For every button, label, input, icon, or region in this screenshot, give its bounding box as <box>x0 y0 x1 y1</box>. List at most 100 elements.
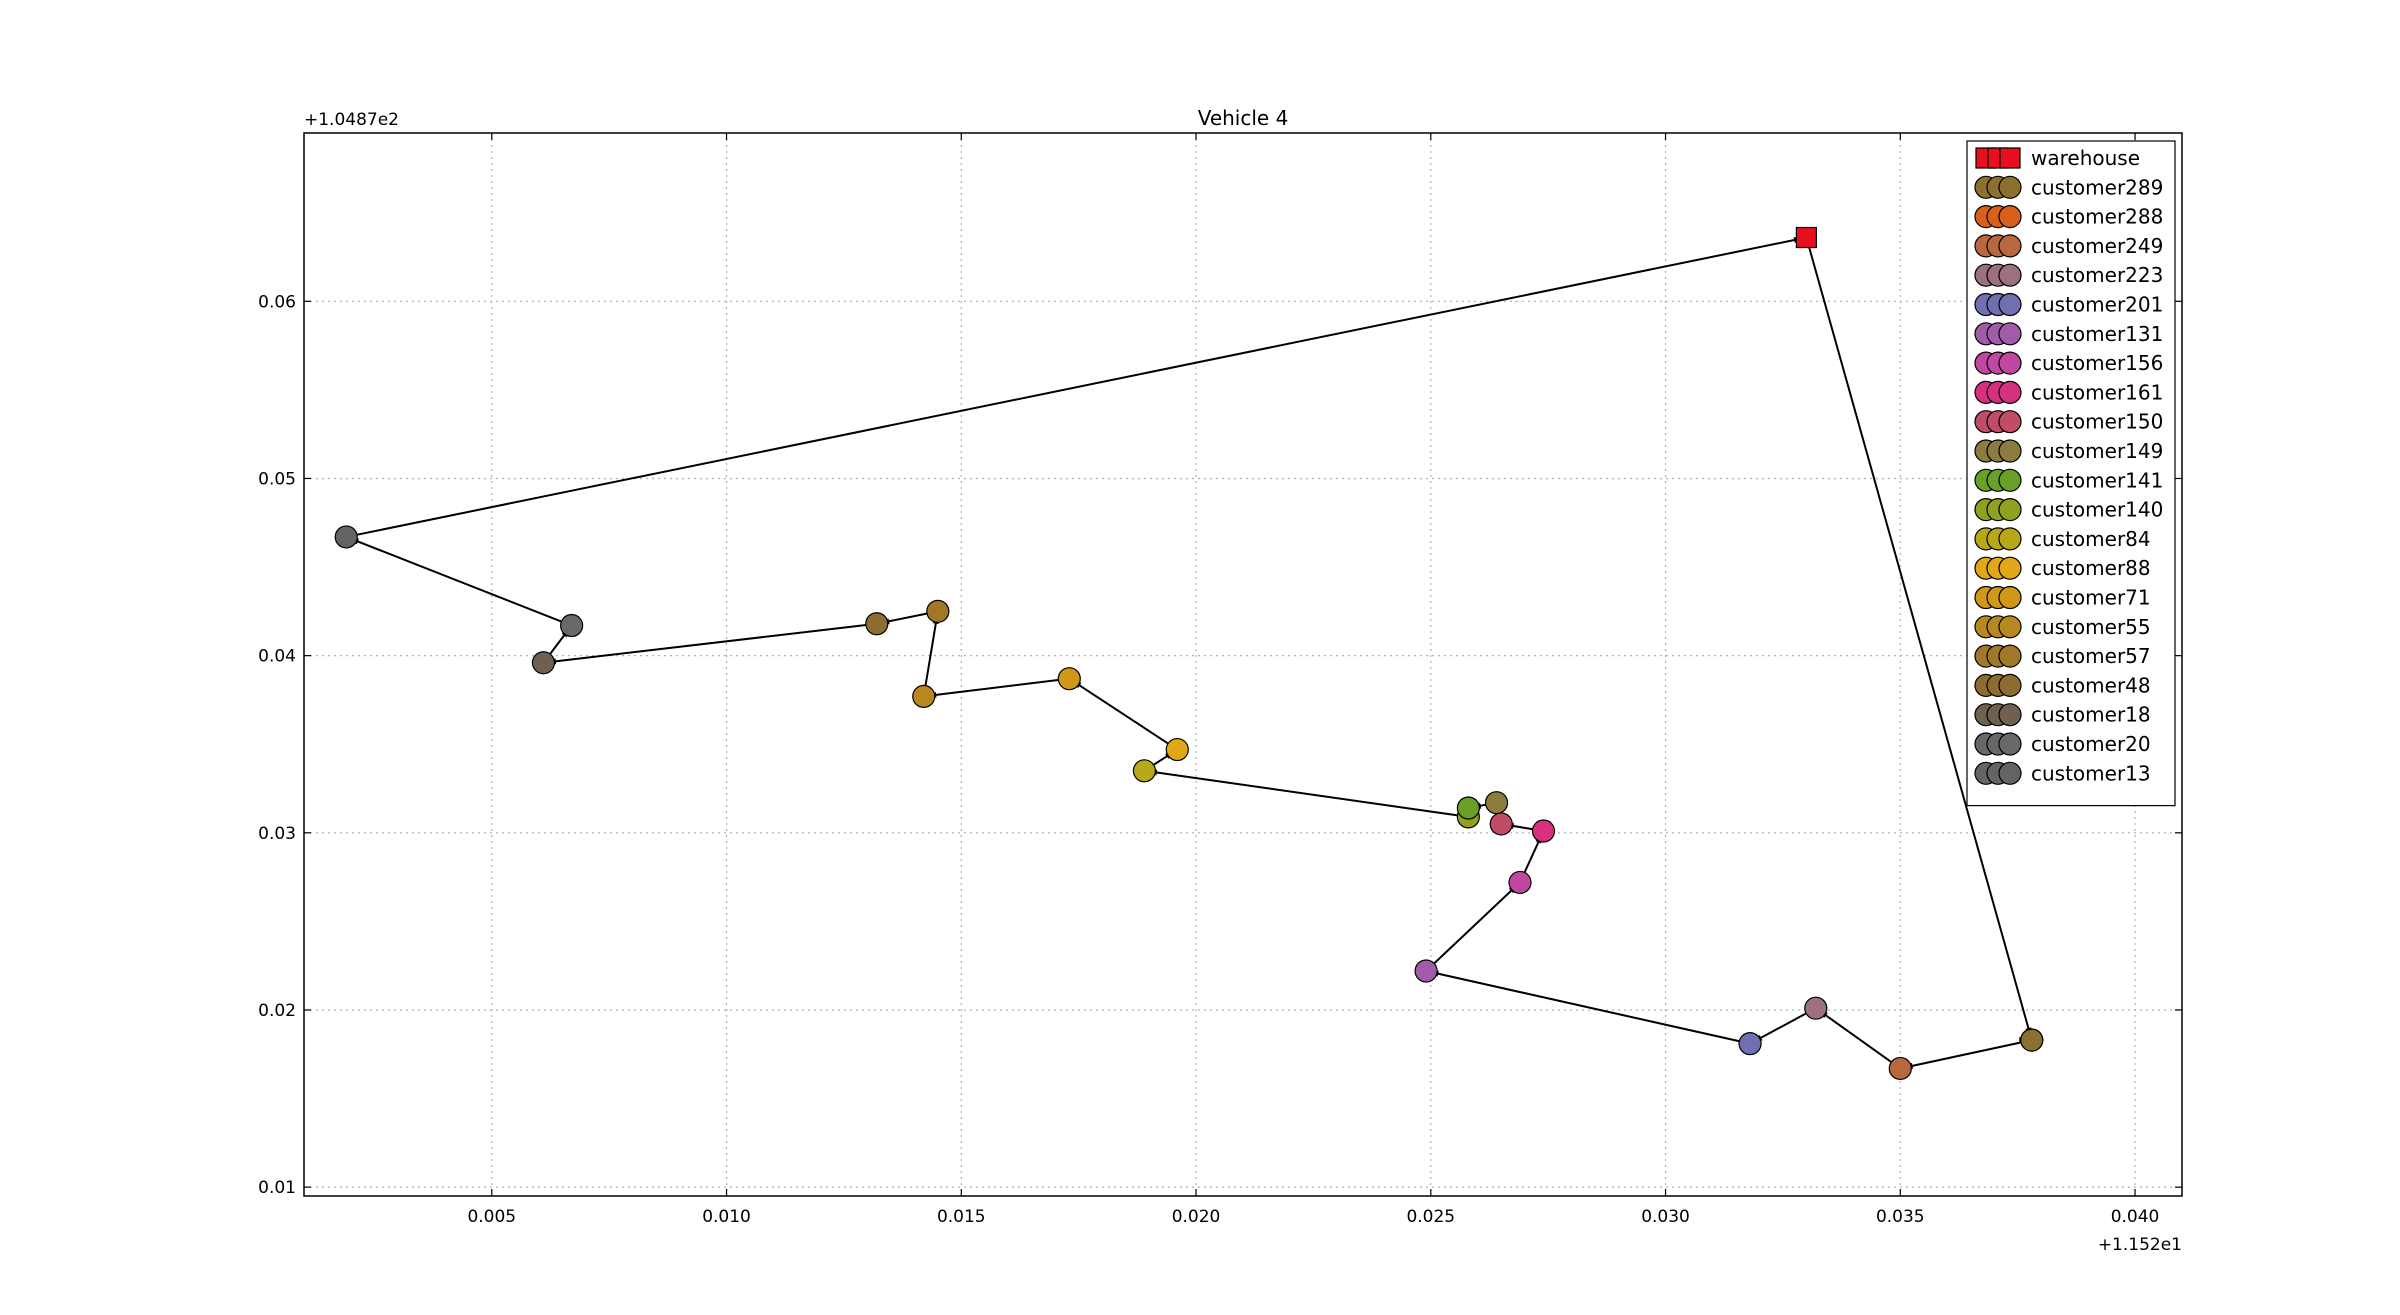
x-offset-label: +1.152e1 <box>2098 1235 2182 1255</box>
point-customer131 <box>1414 959 1438 983</box>
legend-item-customer131: customer131 <box>1974 322 2163 346</box>
point-customer84 <box>1132 759 1157 783</box>
legend-item-customer149: customer149 <box>1974 439 2163 463</box>
route-segment <box>1805 237 2033 1041</box>
legend-marker <box>1998 498 2022 522</box>
legend: warehouse customer289 customer288 customer2… <box>1966 140 2176 807</box>
chart-title: Vehicle 4 <box>1198 106 1289 130</box>
legend-marker <box>1998 322 2022 346</box>
legend-marker <box>1998 732 2022 756</box>
legend-marker <box>1998 263 2022 287</box>
legend-label: customer288 <box>2031 205 2163 229</box>
point-customer161 <box>1531 819 1556 843</box>
axes: 0.005 0.010 0.015 0.020 0.025 0.030 0.035 0.040… <box>258 132 2183 1227</box>
legend-item-customer57: customer57 <box>1974 644 2151 668</box>
point-customer249 <box>1888 1056 1912 1081</box>
route-segment <box>1144 769 1469 818</box>
x-tick-label: 0.020 <box>1172 1207 1221 1227</box>
point-customer149 <box>1484 791 1509 815</box>
legend-marker <box>1999 147 2021 169</box>
y-tick-label: 0.03 <box>258 824 296 844</box>
legend-marker <box>1998 234 2022 258</box>
legend-item-customer140: customer140 <box>1974 498 2163 522</box>
route-segment <box>543 622 877 664</box>
legend-item-customer13: customer13 <box>1974 761 2151 785</box>
point-customer289 <box>2020 1028 2044 1052</box>
route-segment <box>1425 970 1751 1045</box>
legend-label: customer161 <box>2031 380 2163 404</box>
legend-label: customer223 <box>2031 263 2163 287</box>
point-customer88 <box>1165 737 1189 762</box>
grid <box>304 133 2182 1196</box>
legend-marker <box>1998 351 2022 375</box>
point-customer55 <box>912 684 936 708</box>
legend-marker <box>1998 615 2022 639</box>
legend-item-customer55: customer55 <box>1974 615 2151 639</box>
legend-item-customer48: customer48 <box>1974 673 2151 698</box>
legend-item-customer150: customer150 <box>1974 410 2163 434</box>
legend-label: customer20 <box>2031 732 2151 756</box>
legend-item-warehouse: warehouse <box>1975 146 2140 170</box>
y-tick-label: 0.04 <box>258 647 296 667</box>
legend-label: customer57 <box>2031 644 2151 668</box>
point-customer150 <box>1489 812 1513 836</box>
legend-label: customer150 <box>2031 410 2163 434</box>
legend-item-customer288: customer288 <box>1974 205 2163 229</box>
point-customer201 <box>1738 1032 1762 1056</box>
route-segment <box>922 611 939 697</box>
legend-marker <box>1998 761 2022 785</box>
legend-label: customer48 <box>2031 673 2151 697</box>
legend-item-customer161: customer161 <box>1974 380 2163 404</box>
legend-marker <box>1998 292 2022 317</box>
legend-label: customer55 <box>2031 615 2151 639</box>
legend-label: customer13 <box>2031 761 2151 785</box>
legend-marker <box>1998 205 2022 229</box>
legend-marker <box>1998 410 2022 434</box>
point-customer20 <box>560 613 584 638</box>
legend-marker <box>1998 556 2022 580</box>
y-tick-label: 0.05 <box>258 469 296 489</box>
legend-label: customer140 <box>2031 498 2163 522</box>
legend-label: customer201 <box>2031 293 2163 317</box>
legend-item-customer84: customer84 <box>1974 527 2151 551</box>
legend-label: customer249 <box>2031 234 2163 258</box>
legend-label: customer149 <box>2031 439 2163 463</box>
legend-item-customer289: customer289 <box>1974 175 2163 199</box>
legend-marker <box>1998 380 2022 404</box>
legend-marker <box>1998 673 2022 698</box>
y-tick-label: 0.01 <box>258 1178 296 1198</box>
legend-item-customer20: customer20 <box>1974 732 2151 756</box>
legend-marker <box>1998 439 2022 463</box>
plot-frame <box>303 132 2183 1197</box>
x-tick-label: 0.030 <box>1641 1207 1690 1227</box>
route-segment <box>345 536 572 627</box>
route-segment <box>346 236 1807 538</box>
legend-label: customer71 <box>2031 586 2151 610</box>
y-tick-label: 0.02 <box>258 1001 296 1021</box>
legend-item-customer156: customer156 <box>1974 351 2163 375</box>
point-customer13 <box>334 525 358 549</box>
legend-marker <box>1998 703 2022 727</box>
x-tick-label: 0.015 <box>937 1207 986 1227</box>
route-points <box>334 226 2044 1081</box>
legend-item-customer249: customer249 <box>1974 234 2163 258</box>
x-tick-label: 0.040 <box>2111 1207 2160 1227</box>
point-customer57 <box>926 599 950 623</box>
y-tick-label: 0.06 <box>258 292 296 312</box>
point-customer18 <box>531 651 556 675</box>
legend-marker <box>1998 644 2022 668</box>
legend-label: customer88 <box>2031 556 2151 580</box>
x-tick-label: 0.010 <box>702 1207 751 1227</box>
legend-label: customer156 <box>2031 351 2163 375</box>
legend-item-customer18: customer18 <box>1974 703 2151 727</box>
legend-label: customer84 <box>2031 527 2151 551</box>
point-warehouse <box>1795 226 1818 249</box>
y-offset-label: +1.0487e2 <box>304 110 399 130</box>
legend-item-customer71: customer71 <box>1974 586 2151 610</box>
legend-item-customer88: customer88 <box>1974 556 2151 580</box>
legend-label: customer289 <box>2031 175 2163 199</box>
x-tick-label: 0.035 <box>1876 1207 1925 1227</box>
x-tick-label: 0.005 <box>467 1207 516 1227</box>
route-segment <box>1815 1007 1901 1070</box>
